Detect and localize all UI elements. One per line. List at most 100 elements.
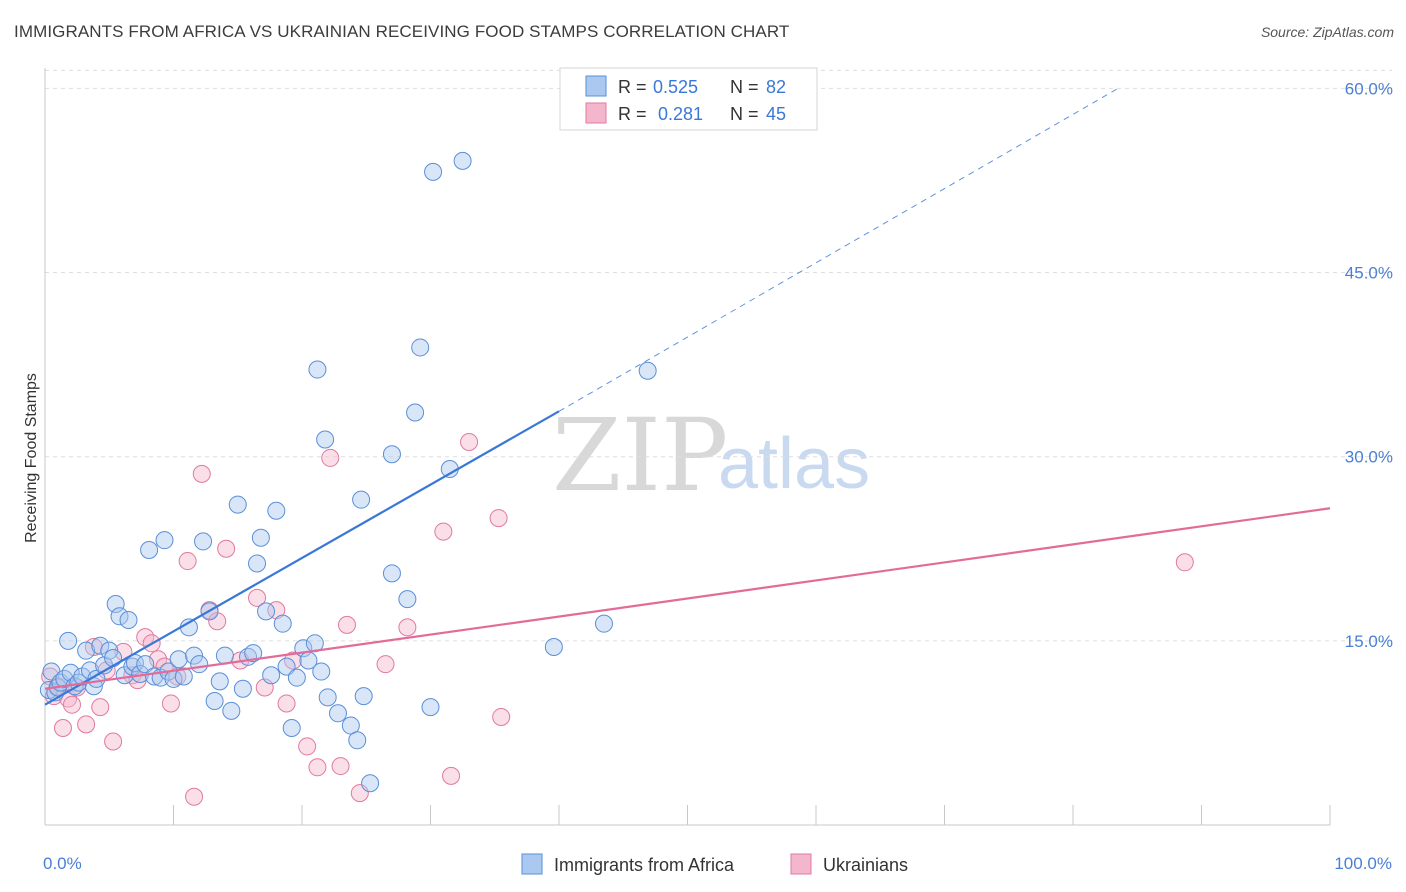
- bottom-legend-swatch-africa: [521, 853, 543, 875]
- africa-point: [222, 701, 241, 720]
- africa-point: [228, 495, 247, 514]
- ukrainians-point: [161, 694, 180, 713]
- africa-point: [136, 655, 155, 674]
- y-tick-label: 45.0%: [1345, 264, 1393, 283]
- ukrainians-point: [489, 509, 508, 528]
- africa-point: [308, 360, 327, 379]
- series-legend: Immigrants from Africa Ukrainians: [521, 853, 908, 875]
- ukrainians-point: [376, 655, 395, 674]
- ukrainians-point: [308, 758, 327, 777]
- correlation-legend: R = 0.525 N = 82 R = 0.281 N = 45: [559, 67, 818, 131]
- africa-point: [411, 338, 430, 357]
- ukrainians-point: [442, 766, 461, 785]
- africa-point: [594, 614, 613, 633]
- legend-n-label-africa: N =: [730, 77, 759, 97]
- africa-point: [155, 531, 174, 550]
- watermark-atlas: atlas: [718, 424, 870, 504]
- africa-point: [59, 631, 78, 650]
- x-tick-label: 100.0%: [1334, 854, 1392, 873]
- ukrainians-point: [192, 464, 211, 483]
- africa-point: [174, 667, 193, 686]
- africa-point: [205, 692, 224, 711]
- ukrainians-point: [217, 539, 236, 558]
- africa-point: [287, 668, 306, 687]
- africa-point: [119, 610, 138, 629]
- ukrainians-point: [185, 787, 204, 806]
- africa-point: [382, 564, 401, 583]
- africa-point: [638, 361, 657, 380]
- africa-point: [361, 774, 380, 793]
- africa-point: [251, 528, 270, 547]
- africa-point: [328, 704, 347, 723]
- africa-point: [262, 666, 281, 685]
- legend-swatch-ukrainians: [585, 102, 607, 124]
- africa-point: [110, 607, 129, 626]
- axes: [44, 68, 1331, 826]
- africa-point: [61, 663, 80, 682]
- ukrainians-point: [298, 737, 317, 756]
- ukrainians-point: [331, 757, 350, 776]
- legend-r-label-africa: R =: [618, 77, 647, 97]
- africa-point: [421, 698, 440, 717]
- africa-point: [91, 636, 110, 655]
- bottom-legend-ukrainians: Ukrainians: [823, 855, 908, 875]
- africa-point: [312, 662, 331, 681]
- tick-labels: 15.0% 30.0% 45.0% 60.0% 0.0% 100.0%: [43, 79, 1393, 873]
- ukrainians-point: [321, 448, 340, 467]
- ukrainians-point: [91, 698, 110, 717]
- africa-point: [185, 646, 204, 665]
- watermark-zip: ZIP: [552, 397, 728, 514]
- africa-point: [382, 445, 401, 464]
- ukrainians-point: [104, 732, 123, 751]
- africa-point: [190, 655, 209, 674]
- africa-point: [140, 541, 159, 560]
- africa-point: [352, 490, 371, 509]
- trend-lines: [44, 87, 1331, 706]
- bottom-legend-swatch-ukrainians: [790, 853, 812, 875]
- africa-point: [398, 590, 417, 609]
- africa-point: [544, 637, 563, 656]
- africa-point: [233, 679, 252, 698]
- legend-n-africa: 82: [766, 77, 786, 97]
- ukrainians-point: [62, 695, 81, 714]
- y-tick-label: 15.0%: [1345, 632, 1393, 651]
- africa-point: [267, 501, 286, 520]
- africa-point: [424, 162, 443, 181]
- legend-r-ukrainians: 0.281: [658, 104, 703, 124]
- africa-point: [354, 687, 373, 706]
- africa-point: [277, 657, 296, 676]
- source-credit: Source: ZipAtlas.com: [1260, 24, 1394, 40]
- y-tick-label: 30.0%: [1345, 448, 1393, 467]
- y-axis-label: Receiving Food Stamps: [23, 373, 40, 543]
- africa-point: [104, 649, 123, 668]
- ukrainians-point: [1175, 553, 1194, 572]
- legend-r-africa: 0.525: [653, 77, 698, 97]
- legend-r-label-ukrainians: R =: [618, 104, 647, 124]
- africa-point: [257, 602, 276, 621]
- africa-point: [282, 719, 301, 738]
- y-tick-label: 60.0%: [1345, 79, 1393, 98]
- africa-point: [244, 644, 263, 663]
- ukrainians-point: [178, 552, 197, 571]
- legend-swatch-africa: [585, 75, 607, 97]
- ukrainians-trend-line: [44, 507, 1331, 690]
- africa-point: [318, 688, 337, 707]
- africa-point: [77, 641, 96, 660]
- legend-n-label-ukrainians: N =: [730, 104, 759, 124]
- ukrainians-point: [248, 588, 267, 607]
- ukrainians-point: [53, 719, 72, 738]
- africa-point: [194, 532, 213, 551]
- africa-point: [169, 650, 188, 669]
- ukrainians-point: [460, 432, 479, 451]
- africa-point: [406, 403, 425, 422]
- ukrainians-point: [277, 694, 296, 713]
- africa-trend-line: [44, 410, 560, 706]
- chart-title: IMMIGRANTS FROM AFRICA VS UKRAINIAN RECE…: [14, 22, 790, 41]
- ukrainians-point: [398, 618, 417, 637]
- africa-point: [316, 430, 335, 449]
- africa-point: [453, 151, 472, 170]
- ukrainians-point: [337, 615, 356, 634]
- x-tick-label: 0.0%: [43, 854, 82, 873]
- bottom-legend-africa: Immigrants from Africa: [554, 855, 735, 875]
